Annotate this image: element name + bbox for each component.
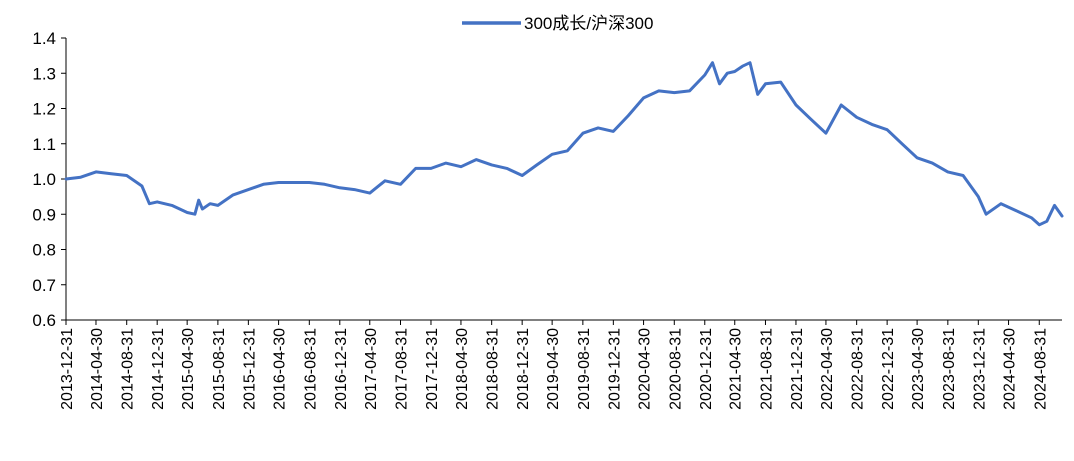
- x-tick-label: 2015-04-30: [180, 328, 197, 410]
- x-tick-label: 2022-12-31: [880, 328, 897, 410]
- x-tick-label: 2023-12-31: [971, 328, 988, 410]
- y-tick-label: 1.0: [32, 170, 56, 189]
- x-tick-label: 2019-04-30: [545, 328, 562, 410]
- y-tick-label: 0.7: [32, 276, 56, 295]
- x-tick-label: 2024-08-31: [1032, 328, 1049, 410]
- x-tick-label: 2016-04-30: [272, 328, 289, 410]
- plot-area: [64, 61, 1064, 227]
- x-tick-label: 2014-12-31: [150, 328, 167, 410]
- x-tick-label: 2018-08-31: [485, 328, 502, 410]
- y-tick-label: 1.2: [32, 100, 56, 119]
- series-line-0: [64, 61, 1064, 227]
- y-tick-label: 0.9: [32, 205, 56, 224]
- x-tick-label: 2016-08-31: [302, 328, 319, 410]
- x-tick-label: 2019-12-31: [606, 328, 623, 410]
- legend-label: 300成长/沪深300: [524, 14, 653, 33]
- x-tick-label: 2017-04-30: [363, 328, 380, 410]
- x-tick-label: 2022-04-30: [819, 328, 836, 410]
- x-tick-label: 2015-12-31: [241, 328, 258, 410]
- x-tick-label: 2024-04-30: [1002, 328, 1019, 410]
- x-tick-label: 2021-08-31: [758, 328, 775, 410]
- x-tick-label: 2014-08-31: [120, 328, 137, 410]
- y-tick-label: 1.1: [32, 135, 56, 154]
- x-tick-label: 2017-12-31: [424, 328, 441, 410]
- y-tick-label: 1.4: [32, 29, 56, 48]
- x-tick-label: 2017-08-31: [393, 328, 410, 410]
- x-tick-label: 2018-12-31: [515, 328, 532, 410]
- x-tick-label: 2020-08-31: [667, 328, 684, 410]
- legend: 300成长/沪深300: [462, 14, 653, 33]
- x-tick-label: 2016-12-31: [333, 328, 350, 410]
- x-tick-label: 2018-04-30: [454, 328, 471, 410]
- x-tick-label: 2015-08-31: [211, 328, 228, 410]
- x-tick-label: 2013-12-31: [59, 328, 76, 410]
- y-axis: 0.6 0.7 0.8 0.9 1.0 1.1 1.2 1.3 1.4: [32, 29, 67, 330]
- y-tick-label: 0.6: [32, 311, 56, 330]
- x-tick-label: 2022-08-31: [850, 328, 867, 410]
- x-tick-label: 2020-04-30: [637, 328, 654, 410]
- x-axis: 2013-12-31 2014-04-30 2014-08-31 2014-12-31…: [59, 319, 1062, 410]
- x-tick-label: 2023-04-30: [910, 328, 927, 410]
- y-tick-label: 0.8: [32, 241, 56, 260]
- x-tick-label: 2023-08-31: [941, 328, 958, 410]
- x-tick-label: 2021-04-30: [728, 328, 745, 410]
- y-tick-label: 1.3: [32, 64, 56, 83]
- x-tick-label: 2019-08-31: [576, 328, 593, 410]
- x-tick-label: 2021-12-31: [789, 328, 806, 410]
- x-tick-label: 2020-12-31: [698, 328, 715, 410]
- x-tick-label: 2014-04-30: [89, 328, 106, 410]
